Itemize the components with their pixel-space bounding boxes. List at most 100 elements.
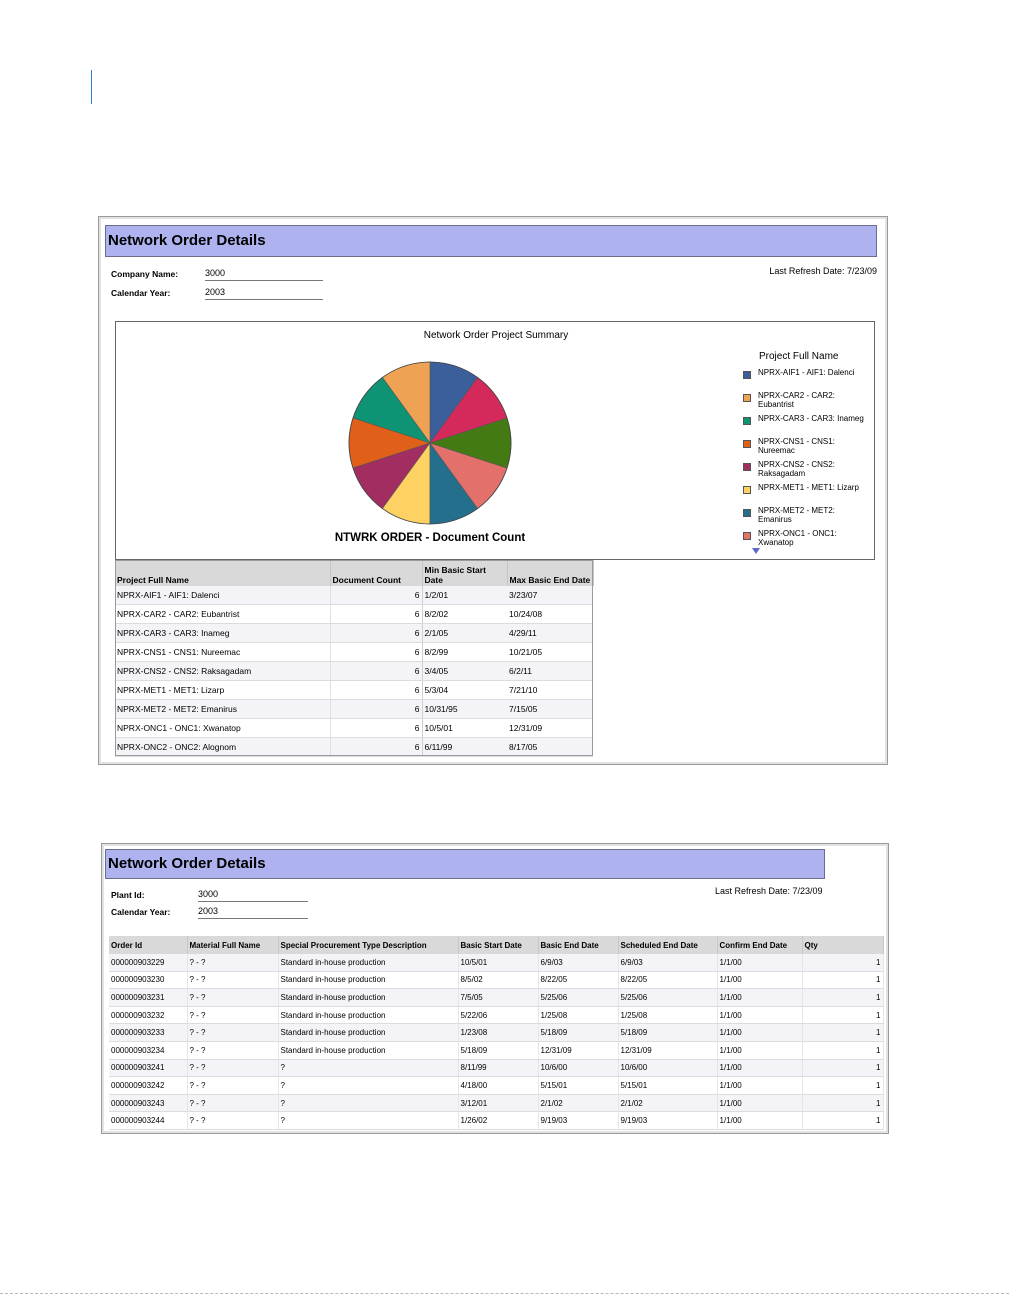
table-cell: 6 <box>329 737 423 757</box>
order-details-table: Order Id Material Full Name Special Proc… <box>109 936 884 1130</box>
table-cell: 8/17/05 <box>507 737 593 757</box>
legend-label: NPRX-AIF1 - AIF1: Dalenci <box>758 368 855 377</box>
table-cell: NPRX-CAR3 - CAR3: Inameg <box>115 623 331 643</box>
table-cell: 3/4/05 <box>422 661 507 681</box>
table-cell: 7/5/05 <box>458 988 539 1007</box>
table-cell: ? - ? <box>187 1006 279 1025</box>
legend-swatch <box>743 509 751 517</box>
table-row: 000000903229? - ? Standard in-house produ… <box>109 954 884 972</box>
table-row: NPRX-ONC2 - ONC2: Alognom 6 6/11/99 8/17/05 <box>115 737 593 757</box>
table-cell: 5/18/09 <box>538 1023 619 1042</box>
legend-label: NPRX-ONC1 - ONC1: Xwanatop <box>758 529 837 547</box>
table-cell: 1/1/00 <box>717 1041 803 1060</box>
table-cell: ? - ? <box>187 1094 279 1113</box>
legend-swatch <box>743 463 751 471</box>
table-cell: 1/1/00 <box>717 1059 803 1078</box>
table-cell: 1 <box>802 1041 884 1060</box>
table-cell: 5/15/01 <box>538 1076 619 1095</box>
table-cell: 1 <box>802 1094 884 1113</box>
table-cell: 8/22/05 <box>618 971 718 990</box>
column-header[interactable]: Basic End Date <box>538 936 619 954</box>
column-header[interactable]: Document Count <box>330 560 423 586</box>
company-name-value: 3000 <box>205 268 323 281</box>
report-title: Network Order Details <box>105 849 825 879</box>
legend-swatch <box>743 394 751 402</box>
column-header[interactable]: Min Basic Start Date <box>422 560 508 586</box>
table-cell: NPRX-CNS1 - CNS1: Nureemac <box>115 642 331 662</box>
table-cell: 6 <box>329 680 423 700</box>
legend-scroll-down-icon[interactable] <box>752 548 760 554</box>
table-cell: 6/9/03 <box>538 954 619 972</box>
table-cell: 1/1/00 <box>717 988 803 1007</box>
table-cell: 2/1/02 <box>618 1094 718 1113</box>
table-cell: Standard in-house production <box>278 1041 459 1060</box>
table-cell: 5/25/06 <box>618 988 718 1007</box>
pie-chart: Network Order Project Summary NTWRK ORDE… <box>115 321 875 560</box>
table-cell: 10/6/00 <box>618 1059 718 1078</box>
table-cell: 000000903241 <box>109 1059 188 1078</box>
last-refresh-date: Last Refresh Date: 7/23/09 <box>715 886 823 896</box>
table-cell: 6/2/11 <box>507 661 593 681</box>
legend-label: NPRX-CNS2 - CNS2: Raksagadam <box>758 460 835 478</box>
table-cell: 1/25/08 <box>538 1006 619 1025</box>
column-header[interactable]: Confirm End Date <box>717 936 803 954</box>
column-header[interactable]: Project Full Name <box>115 560 331 586</box>
legend-label: NPRX-MET2 - MET2: Emanirus <box>758 506 835 524</box>
table-cell: 5/3/04 <box>422 680 507 700</box>
legend-swatch <box>743 417 751 425</box>
column-header[interactable]: Special Procurement Type Description <box>278 936 459 954</box>
table-cell: 1/1/00 <box>717 1094 803 1113</box>
table-cell: 1 <box>802 971 884 990</box>
column-header[interactable]: Basic Start Date <box>458 936 539 954</box>
table-cell: 1/23/08 <box>458 1023 539 1042</box>
table-cell: ? - ? <box>187 1023 279 1042</box>
table-row: 000000903233? - ? Standard in-house produ… <box>109 1023 884 1042</box>
column-header[interactable]: Order Id <box>109 936 188 954</box>
table-cell: 6 <box>329 586 423 605</box>
table-row: 000000903234? - ? Standard in-house produ… <box>109 1041 884 1060</box>
table-cell: 000000903232 <box>109 1006 188 1025</box>
table-header-row: Project Full Name Document Count Min Bas… <box>115 560 594 586</box>
table-cell: ? - ? <box>187 1059 279 1078</box>
legend-title: Project Full Name <box>759 351 839 362</box>
calendar-year-value: 2003 <box>205 287 323 300</box>
table-cell: 9/19/03 <box>618 1111 718 1130</box>
network-order-report-details: Network Order Details Plant Id: 3000 Cal… <box>101 843 889 1134</box>
table-cell: NPRX-CAR2 - CAR2: Eubantrist <box>115 604 331 624</box>
table-cell: 7/15/05 <box>507 699 593 719</box>
table-cell: 3/12/01 <box>458 1094 539 1113</box>
table-cell: 000000903229 <box>109 954 188 972</box>
table-cell: NPRX-AIF1 - AIF1: Dalenci <box>115 586 331 605</box>
table-cell: 000000903231 <box>109 988 188 1007</box>
table-row: NPRX-CAR3 - CAR3: Inameg 6 2/1/05 4/29/11 <box>115 623 593 643</box>
table-cell: 1 <box>802 954 884 972</box>
table-cell: 6 <box>329 604 423 624</box>
table-cell: 1/1/00 <box>717 954 803 972</box>
table-cell: 10/5/01 <box>458 954 539 972</box>
table-cell: 000000903243 <box>109 1094 188 1113</box>
table-row: 000000903244? - ?? 1/26/02 9/19/03 9/19/03 1… <box>109 1111 884 1130</box>
table-cell: 000000903234 <box>109 1041 188 1060</box>
table-cell: Standard in-house production <box>278 1023 459 1042</box>
table-cell: 1/1/00 <box>717 971 803 990</box>
table-cell: 1/1/00 <box>717 1006 803 1025</box>
table-row: NPRX-MET2 - MET2: Emanirus 6 10/31/95 7/15/… <box>115 699 593 719</box>
table-row: NPRX-AIF1 - AIF1: Dalenci 6 1/2/01 3/23/07 <box>115 586 593 605</box>
table-cell: 10/24/08 <box>507 604 593 624</box>
column-header[interactable]: Max Basic End Date <box>507 560 594 586</box>
table-cell: 2/1/02 <box>538 1094 619 1113</box>
calendar-year-value: 2003 <box>198 906 308 919</box>
table-cell: 1/2/01 <box>422 586 507 605</box>
table-cell: 10/5/01 <box>422 718 507 738</box>
table-row: NPRX-CNS2 - CNS2: Raksagadam 6 3/4/05 6/2/1… <box>115 661 593 681</box>
column-header[interactable]: Scheduled End Date <box>618 936 718 954</box>
table-row: 000000903231? - ? Standard in-house produ… <box>109 988 884 1007</box>
table-cell: ? - ? <box>187 988 279 1007</box>
column-header[interactable]: Material Full Name <box>187 936 279 954</box>
table-row: NPRX-ONC1 - ONC1: Xwanatop 6 10/5/01 12/31/… <box>115 718 593 738</box>
table-cell: 1 <box>802 1111 884 1130</box>
table-cell: ? <box>278 1111 459 1130</box>
plant-id-label: Plant Id: <box>111 890 145 900</box>
column-header[interactable]: Qty <box>802 936 884 954</box>
table-cell: 8/2/02 <box>422 604 507 624</box>
